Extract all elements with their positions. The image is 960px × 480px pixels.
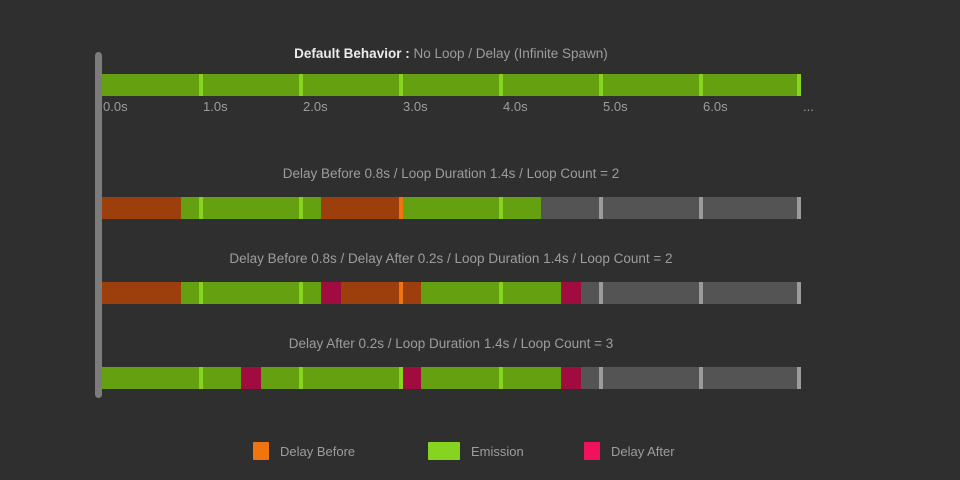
axis-tick-label: 3.0s bbox=[403, 99, 428, 114]
tick-mark bbox=[299, 282, 303, 304]
segment-emission bbox=[421, 282, 561, 304]
segment-emission bbox=[401, 197, 541, 219]
timeline-bar-delay-after bbox=[101, 367, 801, 389]
segment-delay-before bbox=[321, 197, 401, 219]
legend-item-emission: Emission bbox=[428, 441, 524, 461]
tick-mark bbox=[599, 197, 603, 219]
emission-swatch bbox=[428, 442, 460, 460]
legend-label-delay-after: Delay After bbox=[611, 443, 675, 459]
tick-mark bbox=[797, 74, 801, 96]
row-title-default-behavior: Default Behavior : No Loop / Delay (Infi… bbox=[101, 46, 801, 61]
tick-mark bbox=[199, 74, 203, 96]
segment-delay-before bbox=[101, 282, 181, 304]
legend-label-emission: Emission bbox=[471, 443, 524, 459]
tick-mark bbox=[199, 197, 203, 219]
legend: Delay Before Emission Delay After bbox=[0, 441, 960, 461]
row-title-delay-before-loop: Delay Before 0.8s / Loop Duration 1.4s /… bbox=[282, 166, 620, 181]
tick-mark bbox=[199, 282, 203, 304]
axis-tick-label: 5.0s bbox=[603, 99, 628, 114]
segment-emission bbox=[181, 282, 321, 304]
tick-mark bbox=[699, 197, 703, 219]
axis-tick-label: 0.0s bbox=[103, 99, 128, 114]
segment-emission bbox=[101, 367, 241, 389]
time-axis: 0.0s 1.0s 2.0s 3.0s 4.0s 5.0s 6.0s ... bbox=[0, 99, 960, 115]
timeline-bar-delay-before-after bbox=[101, 282, 801, 304]
legend-item-delay-before: Delay Before bbox=[253, 441, 355, 461]
segment-delay-before bbox=[101, 197, 181, 219]
tick-mark bbox=[499, 74, 503, 96]
tick-mark bbox=[797, 367, 801, 389]
axis-tick-label: 6.0s bbox=[703, 99, 728, 114]
row-title-delay-before-after-loop: Delay Before 0.8s / Delay After 0.2s / L… bbox=[229, 251, 673, 266]
segment-delay-after bbox=[561, 367, 581, 389]
tick-mark bbox=[199, 367, 203, 389]
segment-inactive bbox=[541, 197, 801, 219]
tick-mark bbox=[797, 282, 801, 304]
row-title-strong: Default Behavior : bbox=[294, 46, 414, 61]
tick-mark bbox=[699, 367, 703, 389]
segment-delay-after bbox=[561, 282, 581, 304]
delay-after-swatch bbox=[584, 442, 600, 460]
tick-mark bbox=[299, 367, 303, 389]
tick-mark bbox=[299, 74, 303, 96]
segment-delay-before bbox=[341, 282, 421, 304]
axis-ellipsis-label: ... bbox=[803, 99, 814, 114]
delay-before-swatch bbox=[253, 442, 269, 460]
tick-mark bbox=[599, 74, 603, 96]
segment-delay-after bbox=[401, 367, 421, 389]
tick-mark bbox=[599, 282, 603, 304]
tick-mark bbox=[499, 282, 503, 304]
segment-emission bbox=[181, 197, 321, 219]
segment-inactive bbox=[581, 282, 801, 304]
axis-tick-label: 1.0s bbox=[203, 99, 228, 114]
legend-item-delay-after: Delay After bbox=[584, 441, 675, 461]
segment-delay-after bbox=[321, 282, 341, 304]
tick-mark bbox=[499, 197, 503, 219]
tick-mark bbox=[399, 74, 403, 96]
axis-tick-label: 2.0s bbox=[303, 99, 328, 114]
axis-tick-label: 4.0s bbox=[503, 99, 528, 114]
row-title-rest: No Loop / Delay (Infinite Spawn) bbox=[413, 46, 608, 61]
segment-emission bbox=[421, 367, 561, 389]
tick-mark bbox=[699, 282, 703, 304]
segment-emission bbox=[101, 74, 801, 96]
tick-mark bbox=[399, 367, 403, 389]
timeline-bar-default bbox=[101, 74, 801, 96]
segment-inactive bbox=[581, 367, 801, 389]
tick-mark bbox=[599, 367, 603, 389]
row-title-delay-after-loop: Delay After 0.2s / Loop Duration 1.4s / … bbox=[288, 336, 614, 351]
timeline-bar-delay-before bbox=[101, 197, 801, 219]
tick-mark bbox=[797, 197, 801, 219]
tick-mark bbox=[499, 367, 503, 389]
timeline-spine bbox=[95, 52, 102, 398]
segment-delay-after bbox=[241, 367, 261, 389]
tick-mark bbox=[399, 282, 403, 304]
segment-emission bbox=[261, 367, 401, 389]
tick-mark bbox=[399, 197, 403, 219]
tick-mark bbox=[699, 74, 703, 96]
legend-label-delay-before: Delay Before bbox=[280, 443, 356, 459]
tick-mark bbox=[299, 197, 303, 219]
